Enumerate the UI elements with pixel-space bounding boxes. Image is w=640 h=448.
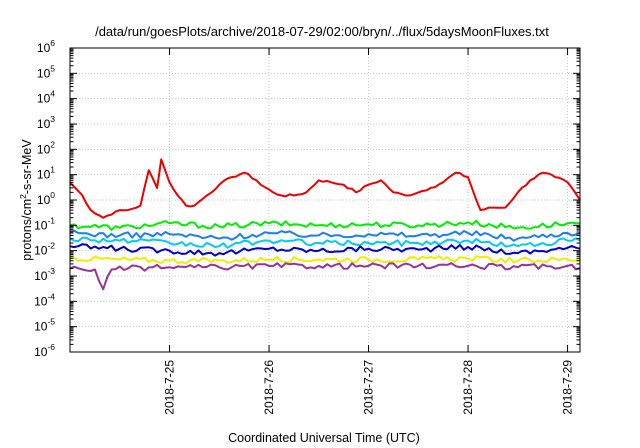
y-tick-label-exponent: 4: [50, 89, 55, 99]
y-tick-label: 10-6: [34, 342, 55, 359]
y-tick-label-exponent: 6: [50, 38, 55, 48]
y-tick-label: 102: [37, 139, 55, 156]
y-tick-label-exponent: 2: [50, 139, 55, 149]
x-tick-label: 2018-7-25: [163, 360, 177, 415]
y-axis-label: protons/cm2-s-sr-MeV: [18, 139, 34, 261]
y-tick-label-exponent: -3: [47, 266, 55, 276]
y-axis-label-rest: -s-sr-MeV: [20, 139, 34, 195]
y-tick-label-exponent: 1: [50, 165, 55, 175]
series-line-4: [69, 236, 581, 249]
x-tick-label: 2018-7-26: [262, 360, 276, 415]
series-line-3: [69, 229, 581, 242]
y-tick-label-exponent: 5: [50, 63, 55, 73]
y-tick-label: 106: [37, 38, 55, 55]
y-tick-label: 100: [37, 190, 55, 207]
series-layer: [69, 158, 581, 291]
y-tick-label-base: 10: [37, 193, 51, 207]
y-tick-label: 10-5: [34, 317, 55, 334]
y-tick-label: 104: [37, 89, 55, 106]
y-tick-label-base: 10: [34, 320, 48, 334]
x-axis-ticks: 2018-7-25 2018-7-26 2018-7-27 2018-7-28 2018…: [163, 48, 575, 415]
y-tick-label-base: 10: [37, 66, 51, 80]
x-axis-label: Coordinated Universal Time (UTC): [228, 431, 420, 445]
y-tick-label-base: 10: [34, 294, 48, 308]
y-tick-label-exponent: -6: [47, 342, 55, 352]
y-tick-label-exponent: -5: [47, 317, 55, 327]
y-axis-ticks: 10-610-510-410-310-210-11001011021031041…: [34, 38, 580, 359]
y-tick-label-base: 10: [37, 92, 51, 106]
y-tick-label: 10-1: [34, 215, 55, 232]
y-tick-label-base: 10: [37, 41, 51, 55]
y-tick-label: 103: [37, 114, 55, 131]
y-tick-label-base: 10: [34, 345, 48, 359]
chart-title: /data/run/goesPlots/archive/2018-07-29/0…: [95, 24, 549, 39]
y-tick-label-exponent: -1: [47, 215, 55, 225]
series-line-5: [69, 243, 581, 257]
y-tick-label: 10-3: [34, 266, 55, 283]
series-line-6: [69, 255, 581, 265]
series-line-7: [69, 262, 581, 291]
y-tick-label-base: 10: [34, 269, 48, 283]
y-tick-label-exponent: -4: [47, 291, 55, 301]
series-line-1: [69, 158, 581, 219]
x-tick-label: 2018-7-29: [561, 360, 575, 415]
series-line-2: [69, 219, 581, 231]
y-tick-label-base: 10: [37, 168, 51, 182]
x-tick-label: 2018-7-28: [461, 360, 475, 415]
y-axis-label-superscript: 2: [18, 194, 28, 199]
y-axis-label-main: protons/cm: [20, 199, 34, 261]
y-tick-label: 101: [37, 165, 55, 182]
y-tick-label-exponent: -2: [47, 241, 55, 251]
y-tick-label-exponent: 0: [50, 190, 55, 200]
y-tick-label-exponent: 3: [50, 114, 55, 124]
y-tick-label: 10-2: [34, 241, 55, 258]
y-tick-label-base: 10: [37, 117, 51, 131]
grid: [70, 47, 580, 353]
y-tick-label-base: 10: [34, 244, 48, 258]
y-tick-label-base: 10: [34, 218, 48, 232]
y-tick-label-base: 10: [37, 142, 51, 156]
y-tick-label: 10-4: [34, 291, 55, 308]
y-tick-label: 105: [37, 63, 55, 80]
x-tick-label: 2018-7-27: [362, 360, 376, 415]
